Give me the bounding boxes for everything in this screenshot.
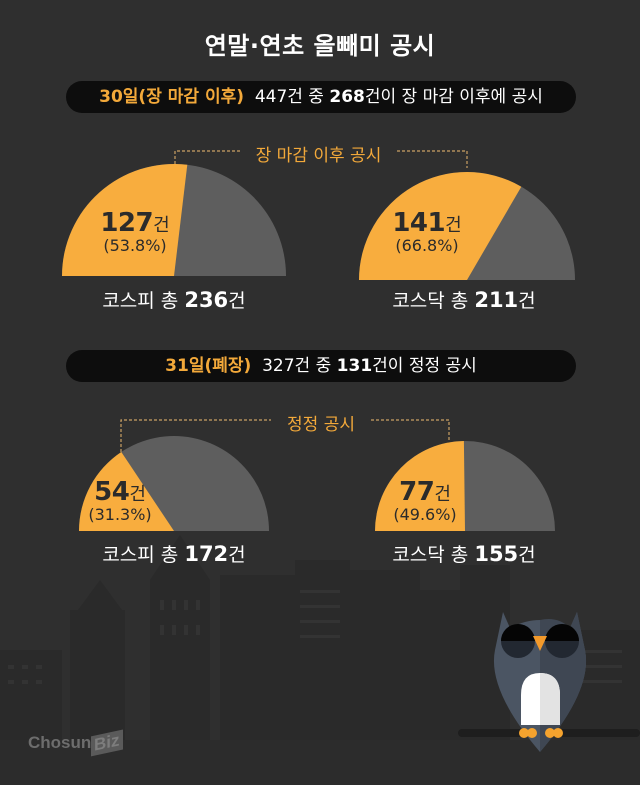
total-prefix: 코스닥 총 bbox=[392, 290, 475, 312]
banner-text-after: 건이 장 마감 이후에 공시 bbox=[364, 87, 543, 107]
banner-text-before: 327건 중 bbox=[262, 356, 337, 376]
total-value: 211 bbox=[474, 288, 519, 312]
total-value: 172 bbox=[184, 542, 229, 566]
slice-unit: 건 bbox=[153, 215, 170, 236]
banner-date: 30일(장 마감 이후) bbox=[99, 87, 244, 107]
total-prefix: 코스닥 총 bbox=[392, 544, 475, 566]
total-kospi-s2: 코스피 총 172건 bbox=[74, 540, 274, 567]
skyline-windows bbox=[8, 590, 622, 684]
slice-percent: (53.8%) bbox=[103, 236, 167, 255]
slice-count: 127 bbox=[100, 208, 154, 238]
page-title: 연말·연초 올빼미 공시 bbox=[204, 32, 436, 60]
banner-bold-count: 131 bbox=[336, 356, 373, 376]
pie-label-kospi-s2: 54건 (31.3%) bbox=[80, 477, 160, 524]
slice-percent: (49.6%) bbox=[393, 505, 457, 524]
banner-text-before: 447건 중 bbox=[254, 87, 330, 107]
connector-lines-section1 bbox=[174, 150, 468, 168]
total-value: 155 bbox=[474, 542, 519, 566]
total-prefix: 코스피 총 bbox=[102, 290, 185, 312]
pie-kospi-section2 bbox=[79, 436, 269, 531]
total-kospi-s1: 코스피 총 236건 bbox=[74, 286, 274, 313]
slice-percent: (31.3%) bbox=[88, 505, 152, 524]
connector-lines-section2 bbox=[120, 419, 450, 452]
total-unit: 건 bbox=[228, 544, 246, 566]
pie-label-kosdaq-s1: 141건 (66.8%) bbox=[372, 208, 482, 255]
section-label-after-close: 장 마감 이후 공시 bbox=[240, 141, 397, 166]
total-unit: 건 bbox=[518, 544, 536, 566]
banner-section1: 30일(장 마감 이후) 447건 중 268건이 장 마감 이후에 공시 bbox=[66, 81, 576, 113]
slice-count: 141 bbox=[392, 208, 446, 238]
slice-count: 54 bbox=[94, 477, 130, 507]
total-unit: 건 bbox=[518, 290, 536, 312]
logo-part2: Biz bbox=[91, 729, 123, 757]
total-prefix: 코스피 총 bbox=[102, 544, 185, 566]
total-unit: 건 bbox=[228, 290, 246, 312]
slice-count: 77 bbox=[399, 477, 435, 507]
banner-section2: 31일(폐장) 327건 중 131건이 정정 공시 bbox=[66, 350, 576, 382]
section-label-correction: 정정 공시 bbox=[271, 410, 371, 435]
total-kosdaq-s2: 코스닥 총 155건 bbox=[364, 540, 564, 567]
owl-illustration bbox=[493, 612, 587, 752]
slice-unit: 건 bbox=[129, 484, 146, 505]
logo-part1: Chosun bbox=[28, 733, 92, 752]
banner-bold-count: 268 bbox=[329, 87, 365, 107]
pie-kosdaq-section2 bbox=[375, 441, 555, 531]
pie-label-kosdaq-s2: 77건 (49.6%) bbox=[380, 477, 470, 524]
total-kosdaq-s1: 코스닥 총 211건 bbox=[364, 286, 564, 313]
pie-kosdaq-section1 bbox=[359, 172, 575, 280]
banner-text-after: 건이 정정 공시 bbox=[372, 356, 477, 376]
pie-kospi-section1 bbox=[62, 164, 286, 276]
total-value: 236 bbox=[184, 288, 229, 312]
slice-unit: 건 bbox=[434, 484, 451, 505]
banner-date: 31일(폐장) bbox=[165, 356, 252, 376]
city-skyline bbox=[0, 535, 640, 785]
slice-percent: (66.8%) bbox=[395, 236, 459, 255]
slice-unit: 건 bbox=[445, 215, 462, 236]
chosunbiz-logo: Chosun Biz bbox=[28, 729, 123, 757]
pie-label-kospi-s1: 127건 (53.8%) bbox=[80, 208, 190, 255]
